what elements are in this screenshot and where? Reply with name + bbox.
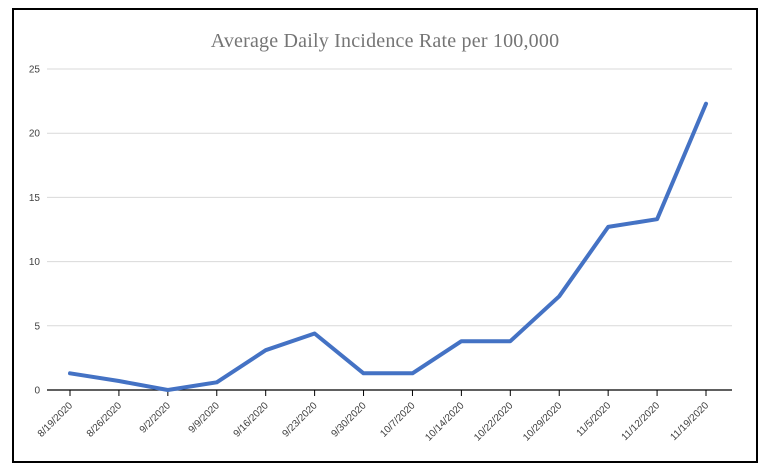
y-tick-label: 10 — [29, 257, 41, 268]
data-line-series — [68, 101, 708, 392]
x-tick-label: 8/19/2020 — [36, 400, 76, 440]
x-tick-label: 8/26/2020 — [85, 400, 125, 440]
x-tick-label: 10/22/2020 — [472, 400, 515, 443]
chart-title: Average Daily Incidence Rate per 100,000 — [210, 30, 560, 52]
x-tick-label: 9/30/2020 — [329, 400, 369, 440]
y-tick-label: 0 — [34, 386, 40, 397]
line-chart: 0 5 10 15 20 25 8/19/2020 8/26/2020 9/2/2020 9/9/… — [29, 65, 732, 444]
y-tick-label: 15 — [29, 193, 41, 204]
x-tick-label: 11/12/2020 — [620, 400, 663, 443]
y-tick-label: 20 — [29, 129, 41, 140]
x-tick-label: 9/2/2020 — [138, 400, 174, 436]
x-tick-label: 10/14/2020 — [423, 400, 466, 443]
chart-frame: Average Daily Incidence Rate per 100,000… — [12, 8, 758, 463]
x-tick-label: 10/29/2020 — [521, 400, 564, 443]
x-tick-label: 9/23/2020 — [280, 400, 320, 440]
x-tick-label: 9/9/2020 — [187, 400, 223, 436]
y-tick-label: 25 — [29, 65, 41, 76]
x-tick-label: 11/19/2020 — [668, 400, 711, 443]
x-tick-label: 11/5/2020 — [575, 400, 614, 439]
y-tick-label: 5 — [34, 321, 40, 332]
x-tick-label: 9/16/2020 — [232, 400, 272, 440]
x-tick-label: 10/7/2020 — [378, 400, 418, 440]
